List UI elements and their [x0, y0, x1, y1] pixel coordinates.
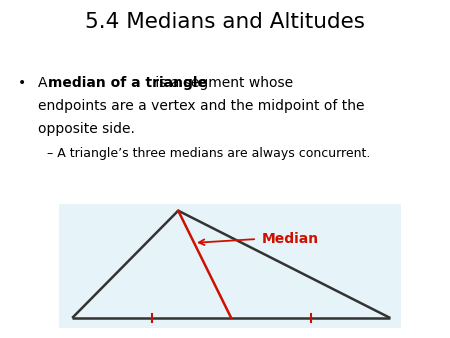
Text: Median: Median [261, 232, 319, 246]
Text: endpoints are a vertex and the midpoint of the: endpoints are a vertex and the midpoint … [38, 99, 365, 113]
Text: opposite side.: opposite side. [38, 122, 135, 136]
Text: •: • [18, 76, 26, 90]
Text: 5.4 Medians and Altitudes: 5.4 Medians and Altitudes [85, 12, 365, 32]
Text: median of a triangle: median of a triangle [48, 76, 207, 90]
Bar [58, 204, 400, 328]
Text: – A triangle’s three medians are always concurrent.: – A triangle’s three medians are always … [47, 147, 371, 160]
Text: A: A [38, 76, 52, 90]
Text: is a segment whose: is a segment whose [151, 76, 293, 90]
